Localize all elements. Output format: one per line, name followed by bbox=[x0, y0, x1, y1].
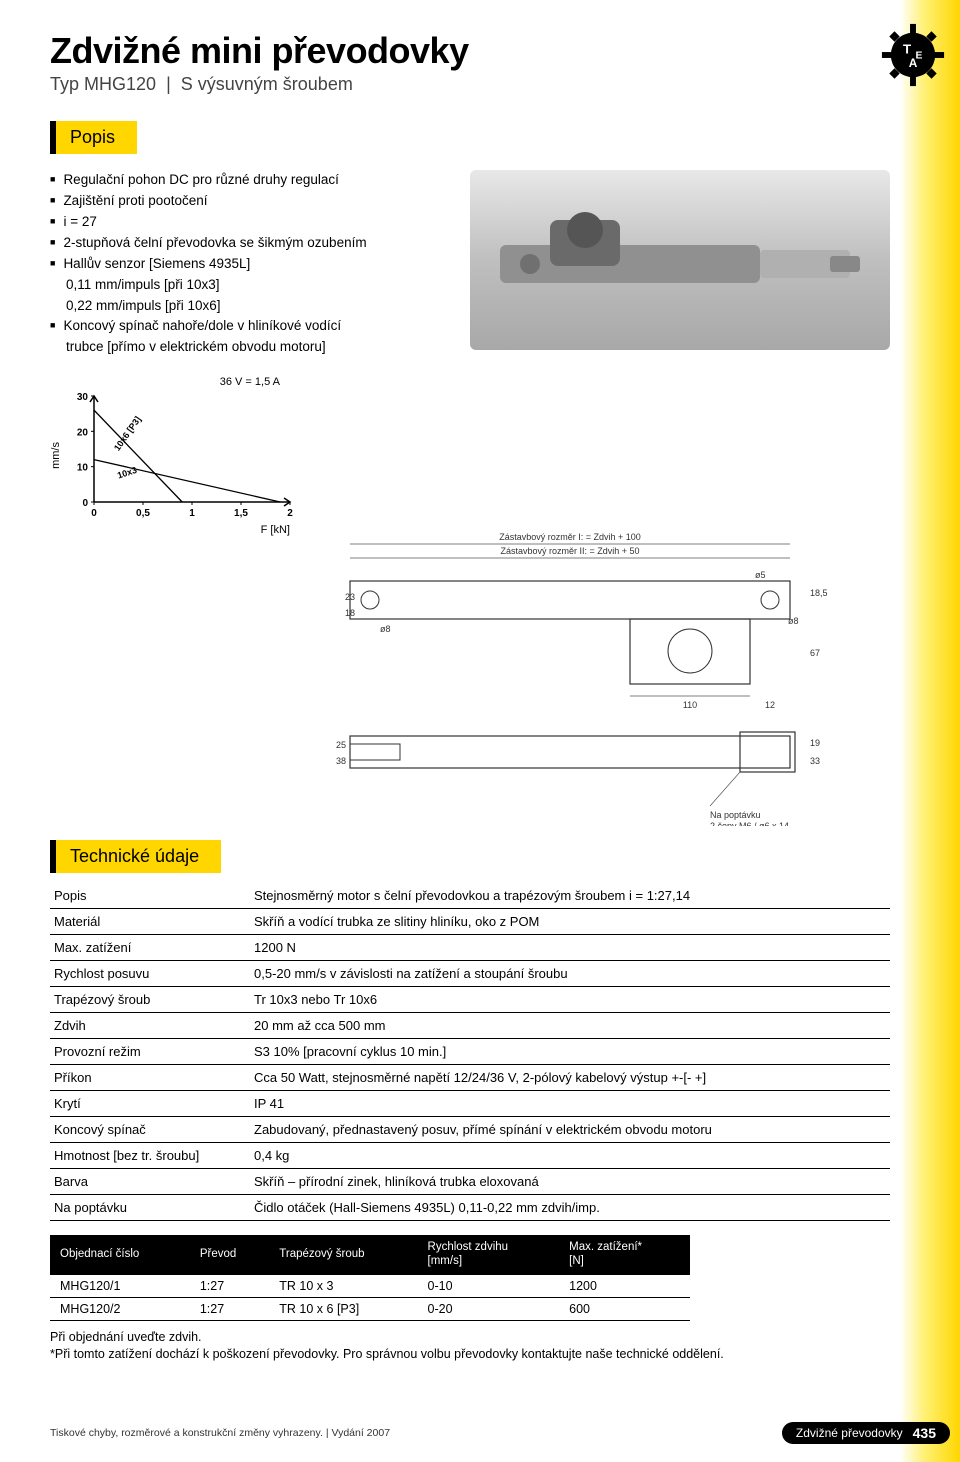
svg-text:ø5: ø5 bbox=[755, 570, 766, 580]
svg-text:1,5: 1,5 bbox=[234, 508, 248, 519]
tech-row: Zdvih20 mm až cca 500 mm bbox=[50, 1013, 890, 1039]
svg-text:0: 0 bbox=[82, 498, 88, 509]
order-col-header: Max. zatížení*[N] bbox=[559, 1235, 690, 1275]
logo-gear: TE A bbox=[876, 18, 950, 92]
svg-text:10x3: 10x3 bbox=[116, 465, 138, 481]
section-tab-tech: Technické údaje bbox=[50, 840, 221, 873]
svg-text:23: 23 bbox=[345, 592, 355, 602]
svg-text:10: 10 bbox=[77, 463, 89, 474]
svg-text:67: 67 bbox=[810, 648, 820, 658]
tech-row: Koncový spínačZabudovaný, přednastavený … bbox=[50, 1117, 890, 1143]
page-subtitle: Typ MHG120 | S výsuvným šroubem bbox=[50, 74, 890, 95]
order-col-header: Trapézový šroub bbox=[269, 1235, 417, 1275]
footer-pill: Zdvižné převodovky 435 bbox=[782, 1422, 950, 1444]
page-title: Zdvižné mini převodovky bbox=[50, 30, 890, 72]
product-photo bbox=[470, 170, 890, 350]
svg-text:19: 19 bbox=[810, 738, 820, 748]
bullet: Hallův senzor [Siemens 4935L] bbox=[50, 254, 450, 275]
bullet-indent: trubce [přímo v elektrickém obvodu motor… bbox=[50, 337, 450, 358]
tech-row: Hmotnost [bez tr. šroubu]0,4 kg bbox=[50, 1143, 890, 1169]
tech-row: MateriálSkříň a vodící trubka ze slitiny… bbox=[50, 909, 890, 935]
svg-text:30: 30 bbox=[77, 392, 89, 403]
tech-row: Provozní režimS3 10% [pracovní cyklus 10… bbox=[50, 1039, 890, 1065]
bullet: Koncový spínač nahoře/dole v hliníkové v… bbox=[50, 316, 450, 337]
order-row: MHG120/21:27TR 10 x 6 [P3]0-20600 bbox=[50, 1297, 690, 1320]
order-col-header: Rychlost zdvihu[mm/s] bbox=[418, 1235, 560, 1275]
svg-text:110: 110 bbox=[683, 700, 697, 710]
svg-text:A: A bbox=[909, 56, 918, 70]
chart-svg: 010203000,511,5210x6 [P3]10x3 bbox=[66, 390, 296, 520]
section-tab-popis: Popis bbox=[50, 121, 137, 154]
footnote-1: Při objednání uveďte zdvih. bbox=[50, 1329, 890, 1347]
chart: 36 V = 1,5 A mm/s 010203000,511,5210x6 [… bbox=[50, 376, 310, 536]
description-bullets: Regulační pohon DC pro různé druhy regul… bbox=[50, 170, 450, 358]
svg-text:ø8: ø8 bbox=[380, 624, 391, 634]
order-col-header: Objednací číslo bbox=[50, 1235, 190, 1275]
bullet: Regulační pohon DC pro různé druhy regul… bbox=[50, 170, 450, 191]
bullet-indent: 0,22 mm/impuls [při 10x6] bbox=[50, 296, 450, 317]
order-col-header: Převod bbox=[190, 1235, 269, 1275]
bullet: i = 27 bbox=[50, 212, 450, 233]
technical-drawings: Zástavbový rozměr I: = Zdvih + 100 Zásta… bbox=[50, 546, 890, 836]
order-table: Objednací čísloPřevodTrapézový šroubRych… bbox=[50, 1235, 690, 1321]
tech-row: KrytíIP 41 bbox=[50, 1091, 890, 1117]
svg-text:38: 38 bbox=[336, 756, 346, 766]
tech-row: PříkonCca 50 Watt, stejnosměrné napětí 1… bbox=[50, 1065, 890, 1091]
svg-text:18: 18 bbox=[345, 608, 355, 618]
bullet: 2-stupňová čelní převodovka se šikmým oz… bbox=[50, 233, 450, 254]
svg-text:20: 20 bbox=[77, 428, 89, 439]
svg-text:18,5: 18,5 bbox=[810, 588, 828, 598]
svg-text:Zástavbový rozměr I: = Zdvih +: Zástavbový rozměr I: = Zdvih + 100 bbox=[499, 532, 641, 542]
svg-text:Na poptávku: Na poptávku bbox=[710, 810, 761, 820]
bullet-indent: 0,11 mm/impuls [při 10x3] bbox=[50, 275, 450, 296]
chart-caption: 36 V = 1,5 A bbox=[50, 376, 280, 388]
svg-text:0: 0 bbox=[91, 508, 97, 519]
svg-text:ø8: ø8 bbox=[788, 616, 799, 626]
page-footer: Tiskové chyby, rozměrové a konstrukční z… bbox=[50, 1422, 950, 1444]
svg-text:25: 25 bbox=[336, 740, 346, 750]
tech-row: BarvaSkříň – přírodní zinek, hliníková t… bbox=[50, 1169, 890, 1195]
svg-text:1: 1 bbox=[189, 508, 195, 519]
tech-row: Na poptávkuČidlo otáček (Hall-Siemens 49… bbox=[50, 1195, 890, 1221]
tech-row: Rychlost posuvu0,5-20 mm/s v závislosti … bbox=[50, 961, 890, 987]
footnote-2: *Při tomto zatížení dochází k poškození … bbox=[50, 1346, 890, 1364]
order-row: MHG120/11:27TR 10 x 30-101200 bbox=[50, 1275, 690, 1298]
footer-left: Tiskové chyby, rozměrové a konstrukční z… bbox=[50, 1427, 390, 1439]
svg-text:Zástavbový rozměr II: = Zdvih: Zástavbový rozměr II: = Zdvih + 50 bbox=[500, 546, 639, 556]
svg-text:0,5: 0,5 bbox=[136, 508, 150, 519]
tech-specs-table: PopisStejnosměrný motor s čelní převodov… bbox=[50, 883, 890, 1221]
svg-text:2: 2 bbox=[287, 508, 293, 519]
svg-text:33: 33 bbox=[810, 756, 820, 766]
tech-row: Trapézový šroubTr 10x3 nebo Tr 10x6 bbox=[50, 987, 890, 1013]
svg-text:2 čepy M6 / ø6 x 14: 2 čepy M6 / ø6 x 14 bbox=[710, 821, 789, 826]
tech-row: Max. zatížení1200 N bbox=[50, 935, 890, 961]
y-axis-label: mm/s bbox=[50, 442, 62, 469]
svg-text:12: 12 bbox=[765, 700, 775, 710]
tech-row: PopisStejnosměrný motor s čelní převodov… bbox=[50, 883, 890, 909]
bullet: Zajištění proti pootočení bbox=[50, 191, 450, 212]
